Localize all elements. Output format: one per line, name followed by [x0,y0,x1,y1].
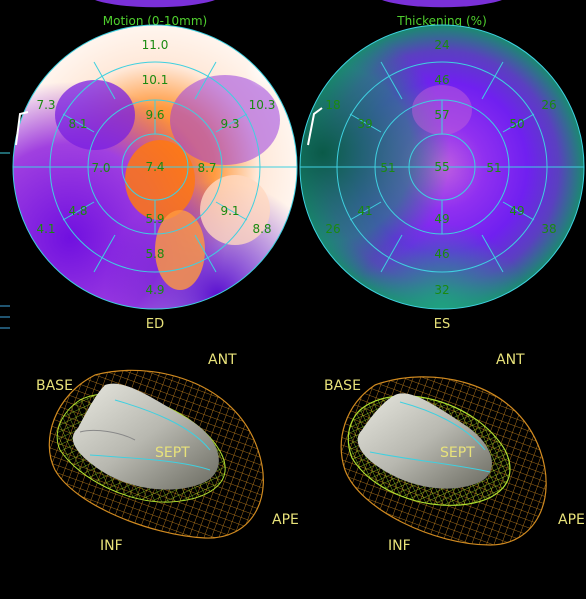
motion-apical-value: 7.0 [91,161,110,175]
thickening-basal-value: 24 [434,38,449,52]
motion-basal-value: 7.3 [36,98,55,112]
ant-label: ANT [208,352,237,368]
valve-plane-marker [15,111,29,146]
thickening-mid-value: 46 [434,73,449,87]
motion-polar-map: Motion (0-10mm) 7.4 9.6 8.7 5.9 7.0 10.1 [0,0,298,332]
thickening-apical-value: 57 [434,108,449,122]
thickening-basal-value: 26 [325,222,340,236]
sept-label: SEPT [155,445,190,461]
thickening-mid-value: 49 [509,204,524,218]
thickening-apical-value: 51 [486,161,501,175]
thickening-apical-value: 49 [434,212,449,226]
thickening-map-title: Thickening (%) [396,14,487,28]
left-edge-ticks [0,305,10,329]
thickening-basal-value: 38 [541,222,556,236]
motion-mid-value: 9.3 [220,117,239,131]
thickening-basal-value: 26 [541,98,556,112]
motion-mid-value: 8.1 [68,117,87,131]
thickening-apex-value: 55 [434,160,449,174]
sept-label: SEPT [440,445,475,461]
base-label: BASE [36,378,73,394]
motion-mid-value: 10.1 [142,73,169,87]
motion-basal-value: 10.3 [249,98,276,112]
thickening-polar-map: Thickening (%) 55 57 51 49 51 46 50 49 4… [299,0,585,332]
apex-label: APE [272,512,299,528]
base-label: BASE [324,378,361,394]
motion-map-title: Motion (0-10mm) [103,14,207,28]
es-3d-heart-view: BASE ANT SEPT APE INF [324,352,585,554]
inf-label: INF [100,538,123,554]
ant-label: ANT [496,352,525,368]
inf-label: INF [388,538,411,554]
motion-apex-value: 7.4 [145,160,164,174]
thickening-basal-value: 32 [434,283,449,297]
motion-basal-value: 4.9 [145,283,164,297]
motion-basal-value: 8.8 [252,222,271,236]
thickening-apical-value: 51 [380,161,395,175]
thickening-mid-value: 39 [357,117,372,131]
motion-frame-label: ED [146,317,164,332]
thickening-grid [299,24,585,310]
valve-plane-marker [307,107,323,146]
motion-apical-value: 5.9 [145,212,164,226]
motion-mid-value: 5.8 [145,247,164,261]
motion-apical-value: 8.7 [197,161,216,175]
lv-cavity [357,393,492,489]
ed-3d-heart-view: BASE ANT SEPT APE INF [36,352,299,554]
apex-label: APE [558,512,585,528]
thickening-mid-value: 46 [434,247,449,261]
thickening-mid-value: 50 [509,117,524,131]
thickening-mid-value: 41 [357,204,372,218]
thickening-basal-value: 18 [325,98,340,112]
motion-basal-value: 4.1 [36,222,55,236]
motion-grid [12,24,298,310]
motion-mid-value: 4.8 [68,204,87,218]
thickening-frame-label: ES [434,317,450,332]
motion-basal-value: 11.0 [142,38,169,52]
motion-apical-value: 9.6 [145,108,164,122]
motion-mid-value: 9.1 [220,204,239,218]
